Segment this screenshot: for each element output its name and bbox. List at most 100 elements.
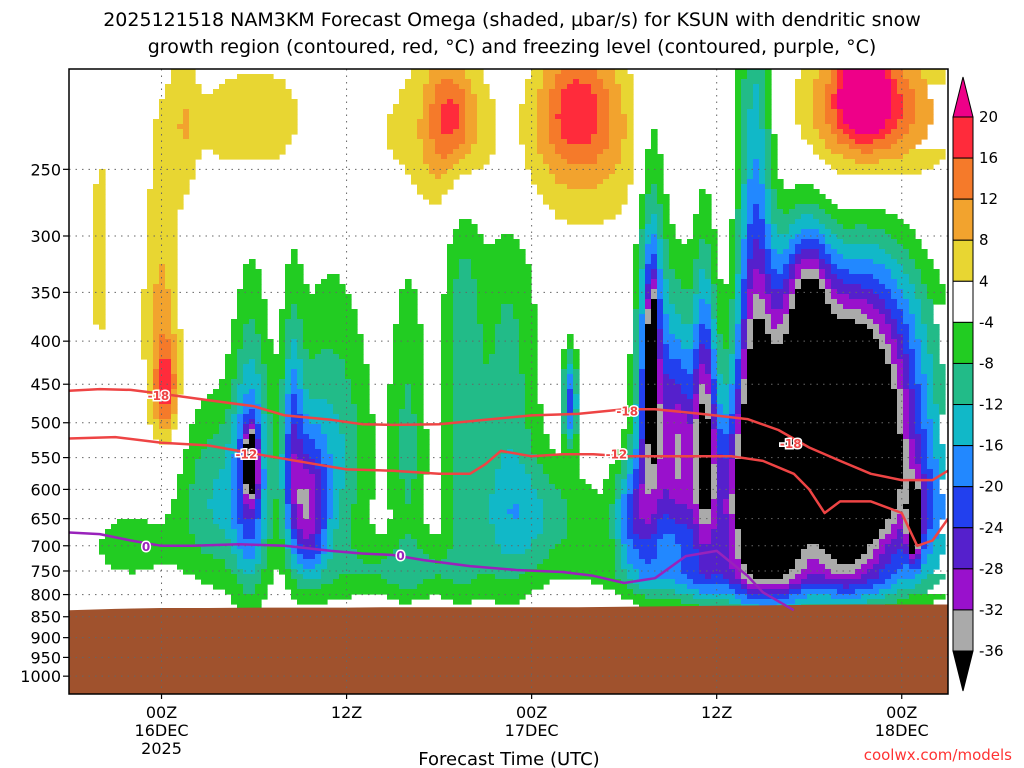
omega-cell [729, 469, 736, 475]
omega-cell [207, 394, 232, 400]
omega-cell [681, 284, 694, 290]
omega-cell [759, 104, 766, 110]
omega-cell [657, 379, 664, 385]
omega-cell [417, 419, 424, 425]
omega-cell [765, 244, 772, 250]
omega-cell [315, 444, 328, 450]
omega-cell [699, 564, 730, 570]
omega-cell [735, 194, 742, 200]
omega-cell [333, 489, 340, 495]
omega-cell [909, 509, 922, 515]
omega-cell [273, 429, 280, 435]
omega-cell [453, 449, 508, 455]
omega-cell [261, 569, 274, 575]
omega-cell [243, 499, 256, 505]
omega-cell [231, 424, 238, 430]
omega-cell [459, 159, 490, 165]
omega-cell [255, 524, 262, 530]
omega-cell [639, 479, 646, 485]
omega-cell [639, 319, 646, 325]
omega-cell [621, 469, 628, 475]
omega-cell [645, 314, 652, 320]
omega-cell [795, 279, 802, 285]
omega-cell [321, 504, 328, 510]
omega-cell [291, 559, 298, 565]
omega-cell [621, 539, 634, 545]
omega-cell [843, 109, 892, 115]
omega-cell [273, 514, 280, 520]
omega-cell [291, 514, 298, 520]
omega-cell [831, 259, 874, 265]
omega-cell [99, 544, 202, 550]
omega-cell [249, 434, 256, 440]
omega-cell [297, 494, 310, 500]
omega-cell [885, 69, 892, 75]
omega-cell [621, 499, 628, 505]
omega-cell [807, 544, 820, 550]
omega-cell [735, 474, 904, 480]
omega-cell [915, 584, 934, 590]
omega-cell [645, 154, 664, 160]
omega-cell [453, 314, 478, 320]
omega-cell [189, 119, 298, 125]
omega-cell [243, 534, 256, 540]
omega-cell [279, 519, 286, 525]
omega-cell [717, 309, 730, 315]
omega-cell [891, 584, 916, 590]
omega-cell [651, 129, 658, 135]
omega-cell [267, 529, 274, 535]
omega-cell [801, 549, 826, 555]
omega-cell [261, 579, 274, 585]
omega-cell [153, 289, 172, 295]
omega-cell [525, 414, 544, 420]
omega-cell [345, 369, 370, 375]
omega-cell [741, 419, 898, 425]
omega-cell [261, 509, 268, 515]
omega-cell [609, 509, 616, 515]
omega-cell [699, 289, 712, 295]
omega-cell [909, 124, 928, 130]
omega-cell [387, 424, 400, 430]
omega-cell [699, 449, 712, 455]
omega-cell [177, 489, 190, 495]
omega-cell [279, 569, 292, 575]
omega-cell [735, 349, 742, 355]
omega-cell [693, 339, 700, 345]
omega-cell [429, 114, 442, 120]
omega-cell [495, 574, 520, 580]
omega-cell [321, 544, 328, 550]
omega-cell [921, 419, 934, 425]
omega-cell [843, 69, 886, 75]
omega-cell [285, 469, 292, 475]
omega-cell [387, 144, 424, 150]
omega-cell [843, 79, 892, 85]
omega-cell [729, 404, 736, 410]
omega-cell [747, 349, 886, 355]
omega-cell [639, 294, 646, 300]
omega-cell [735, 544, 742, 550]
omega-cell [675, 444, 682, 450]
omega-cell [525, 144, 538, 150]
omega-cell [231, 489, 238, 495]
omega-cell [657, 224, 664, 230]
omega-cell [891, 269, 904, 275]
omega-cell [279, 424, 286, 430]
omega-cell [657, 309, 664, 315]
omega-cell [627, 124, 634, 130]
omega-cell [789, 254, 796, 260]
omega-cell [765, 194, 772, 200]
omega-cell [765, 99, 772, 105]
omega-cell [795, 294, 826, 300]
omega-cell [633, 469, 640, 475]
omega-cell [825, 289, 832, 295]
omega-cell [825, 564, 862, 570]
omega-cell [915, 419, 922, 425]
omega-cell [933, 439, 940, 445]
omega-cell [741, 339, 748, 345]
omega-cell [159, 374, 172, 380]
omega-cell [261, 534, 268, 540]
omega-cell [441, 79, 454, 85]
omega-cell [279, 404, 286, 410]
omega-cell [189, 524, 220, 530]
omega-cell [255, 469, 262, 475]
